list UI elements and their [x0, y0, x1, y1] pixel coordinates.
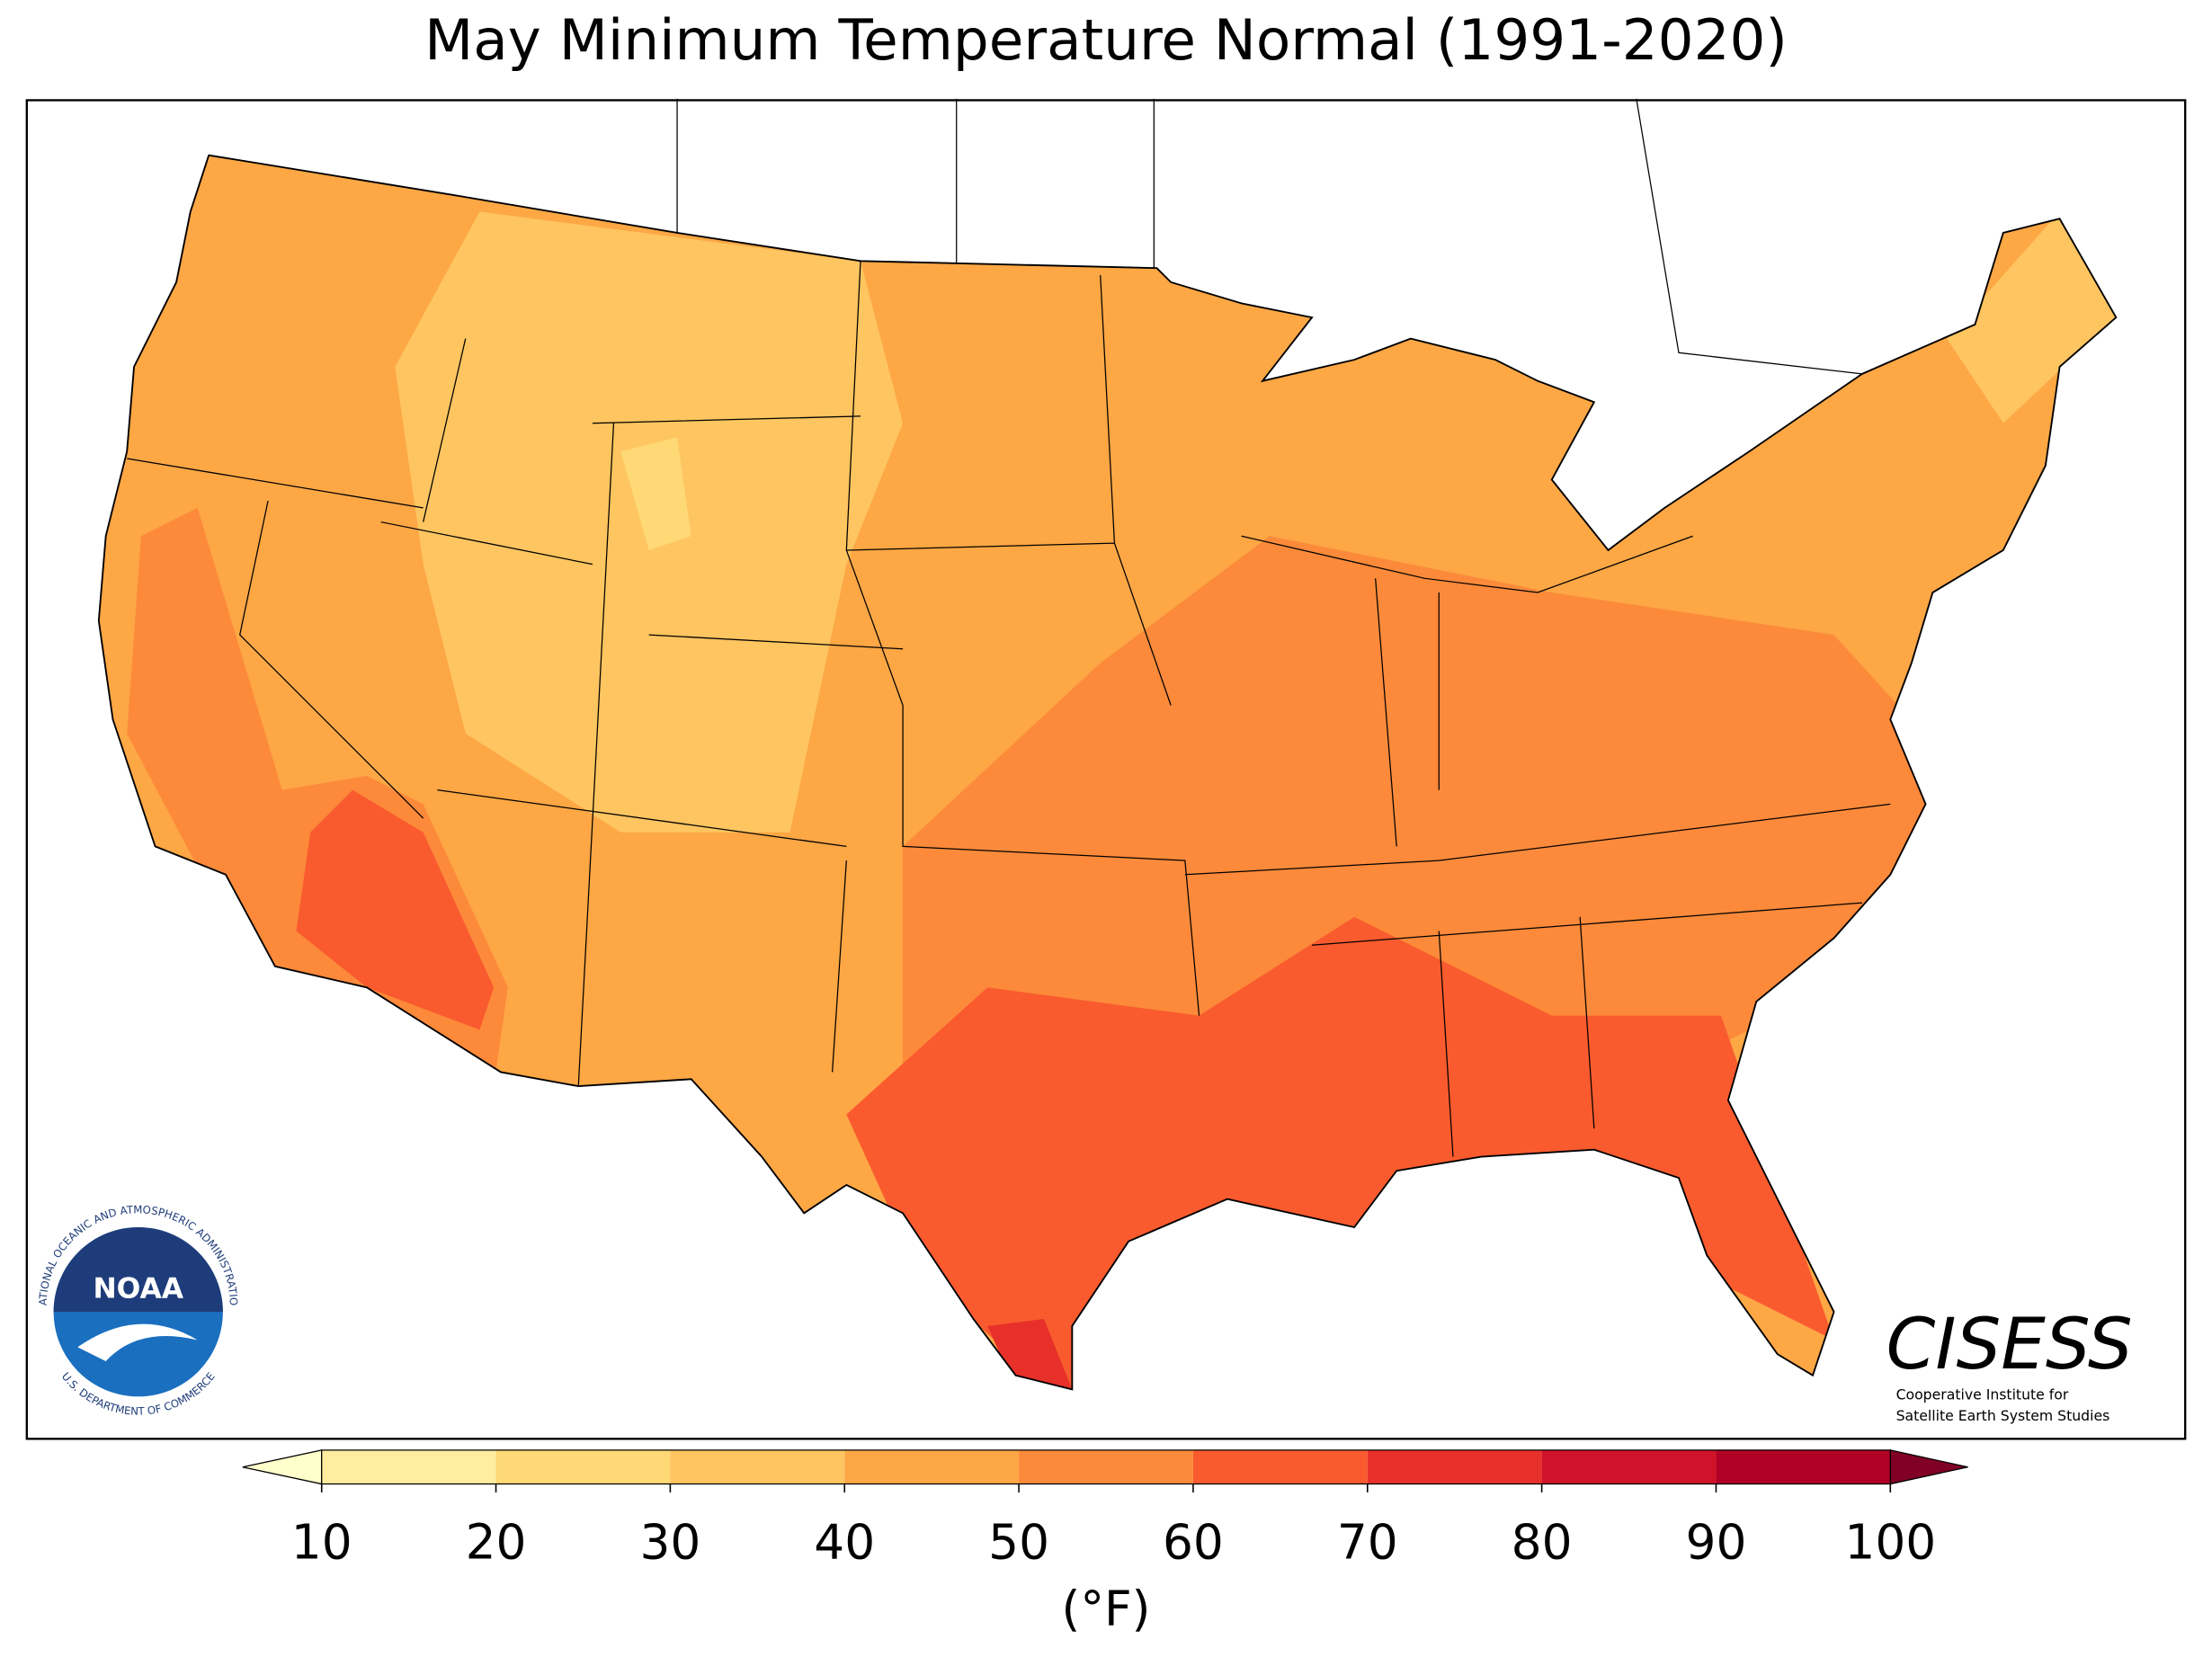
colorbar-bin	[1716, 1449, 1891, 1484]
region-hot	[296, 789, 495, 1030]
colorbar-tick-label: 10	[291, 1514, 352, 1571]
colorbar-tick-label: 100	[1844, 1514, 1936, 1571]
cisess-line2: Satellite Earth System Studies	[1896, 1407, 2110, 1424]
colorbar-bin	[844, 1449, 1020, 1484]
cisess-name: CISESS	[1886, 1304, 2133, 1385]
colorbar-over	[1889, 1449, 1968, 1485]
map-title: May Minimum Temperature Normal (1991-202…	[424, 7, 1788, 73]
colorbar-under	[242, 1449, 323, 1485]
colorbar: 10 20 30 40 50 60 70 80 90 100 (°F)	[242, 1449, 1968, 1636]
colorbar-bin	[1541, 1449, 1717, 1484]
region-coolest	[620, 437, 691, 550]
colorbar-tick-label: 90	[1686, 1514, 1747, 1571]
noaa-top	[53, 1227, 223, 1313]
colorbar-bin	[1367, 1449, 1542, 1484]
cisess-line1: Cooperative Institute for	[1896, 1385, 2069, 1403]
colorbar-tick-label: 80	[1512, 1514, 1573, 1571]
colorbar-bin	[321, 1449, 496, 1484]
colorbar-tick-label: 40	[814, 1514, 875, 1571]
colorbar-tick-label: 60	[1163, 1514, 1224, 1571]
colorbar-label: (°F)	[1062, 1580, 1151, 1636]
colorbar-tick-label: 50	[988, 1514, 1049, 1571]
canada-lines	[676, 98, 1862, 375]
noaa-bird	[77, 1323, 198, 1362]
colorbar-tick-label: 30	[639, 1514, 700, 1571]
region-cool	[1947, 211, 2117, 423]
colorbar-bin	[1192, 1449, 1368, 1484]
state-lines	[127, 261, 1891, 1157]
noaa-name: NOAA	[93, 1272, 183, 1305]
colorbar-frame	[321, 1449, 1891, 1485]
colorbar-bin	[670, 1449, 845, 1484]
colorbar-bin	[1019, 1449, 1193, 1484]
colorbar-bin	[495, 1449, 671, 1484]
colorbar-tick-label: 70	[1337, 1514, 1398, 1571]
region-hot	[846, 916, 1834, 1390]
colorbar-tick-label: 20	[466, 1514, 527, 1571]
borders	[127, 98, 1891, 1157]
